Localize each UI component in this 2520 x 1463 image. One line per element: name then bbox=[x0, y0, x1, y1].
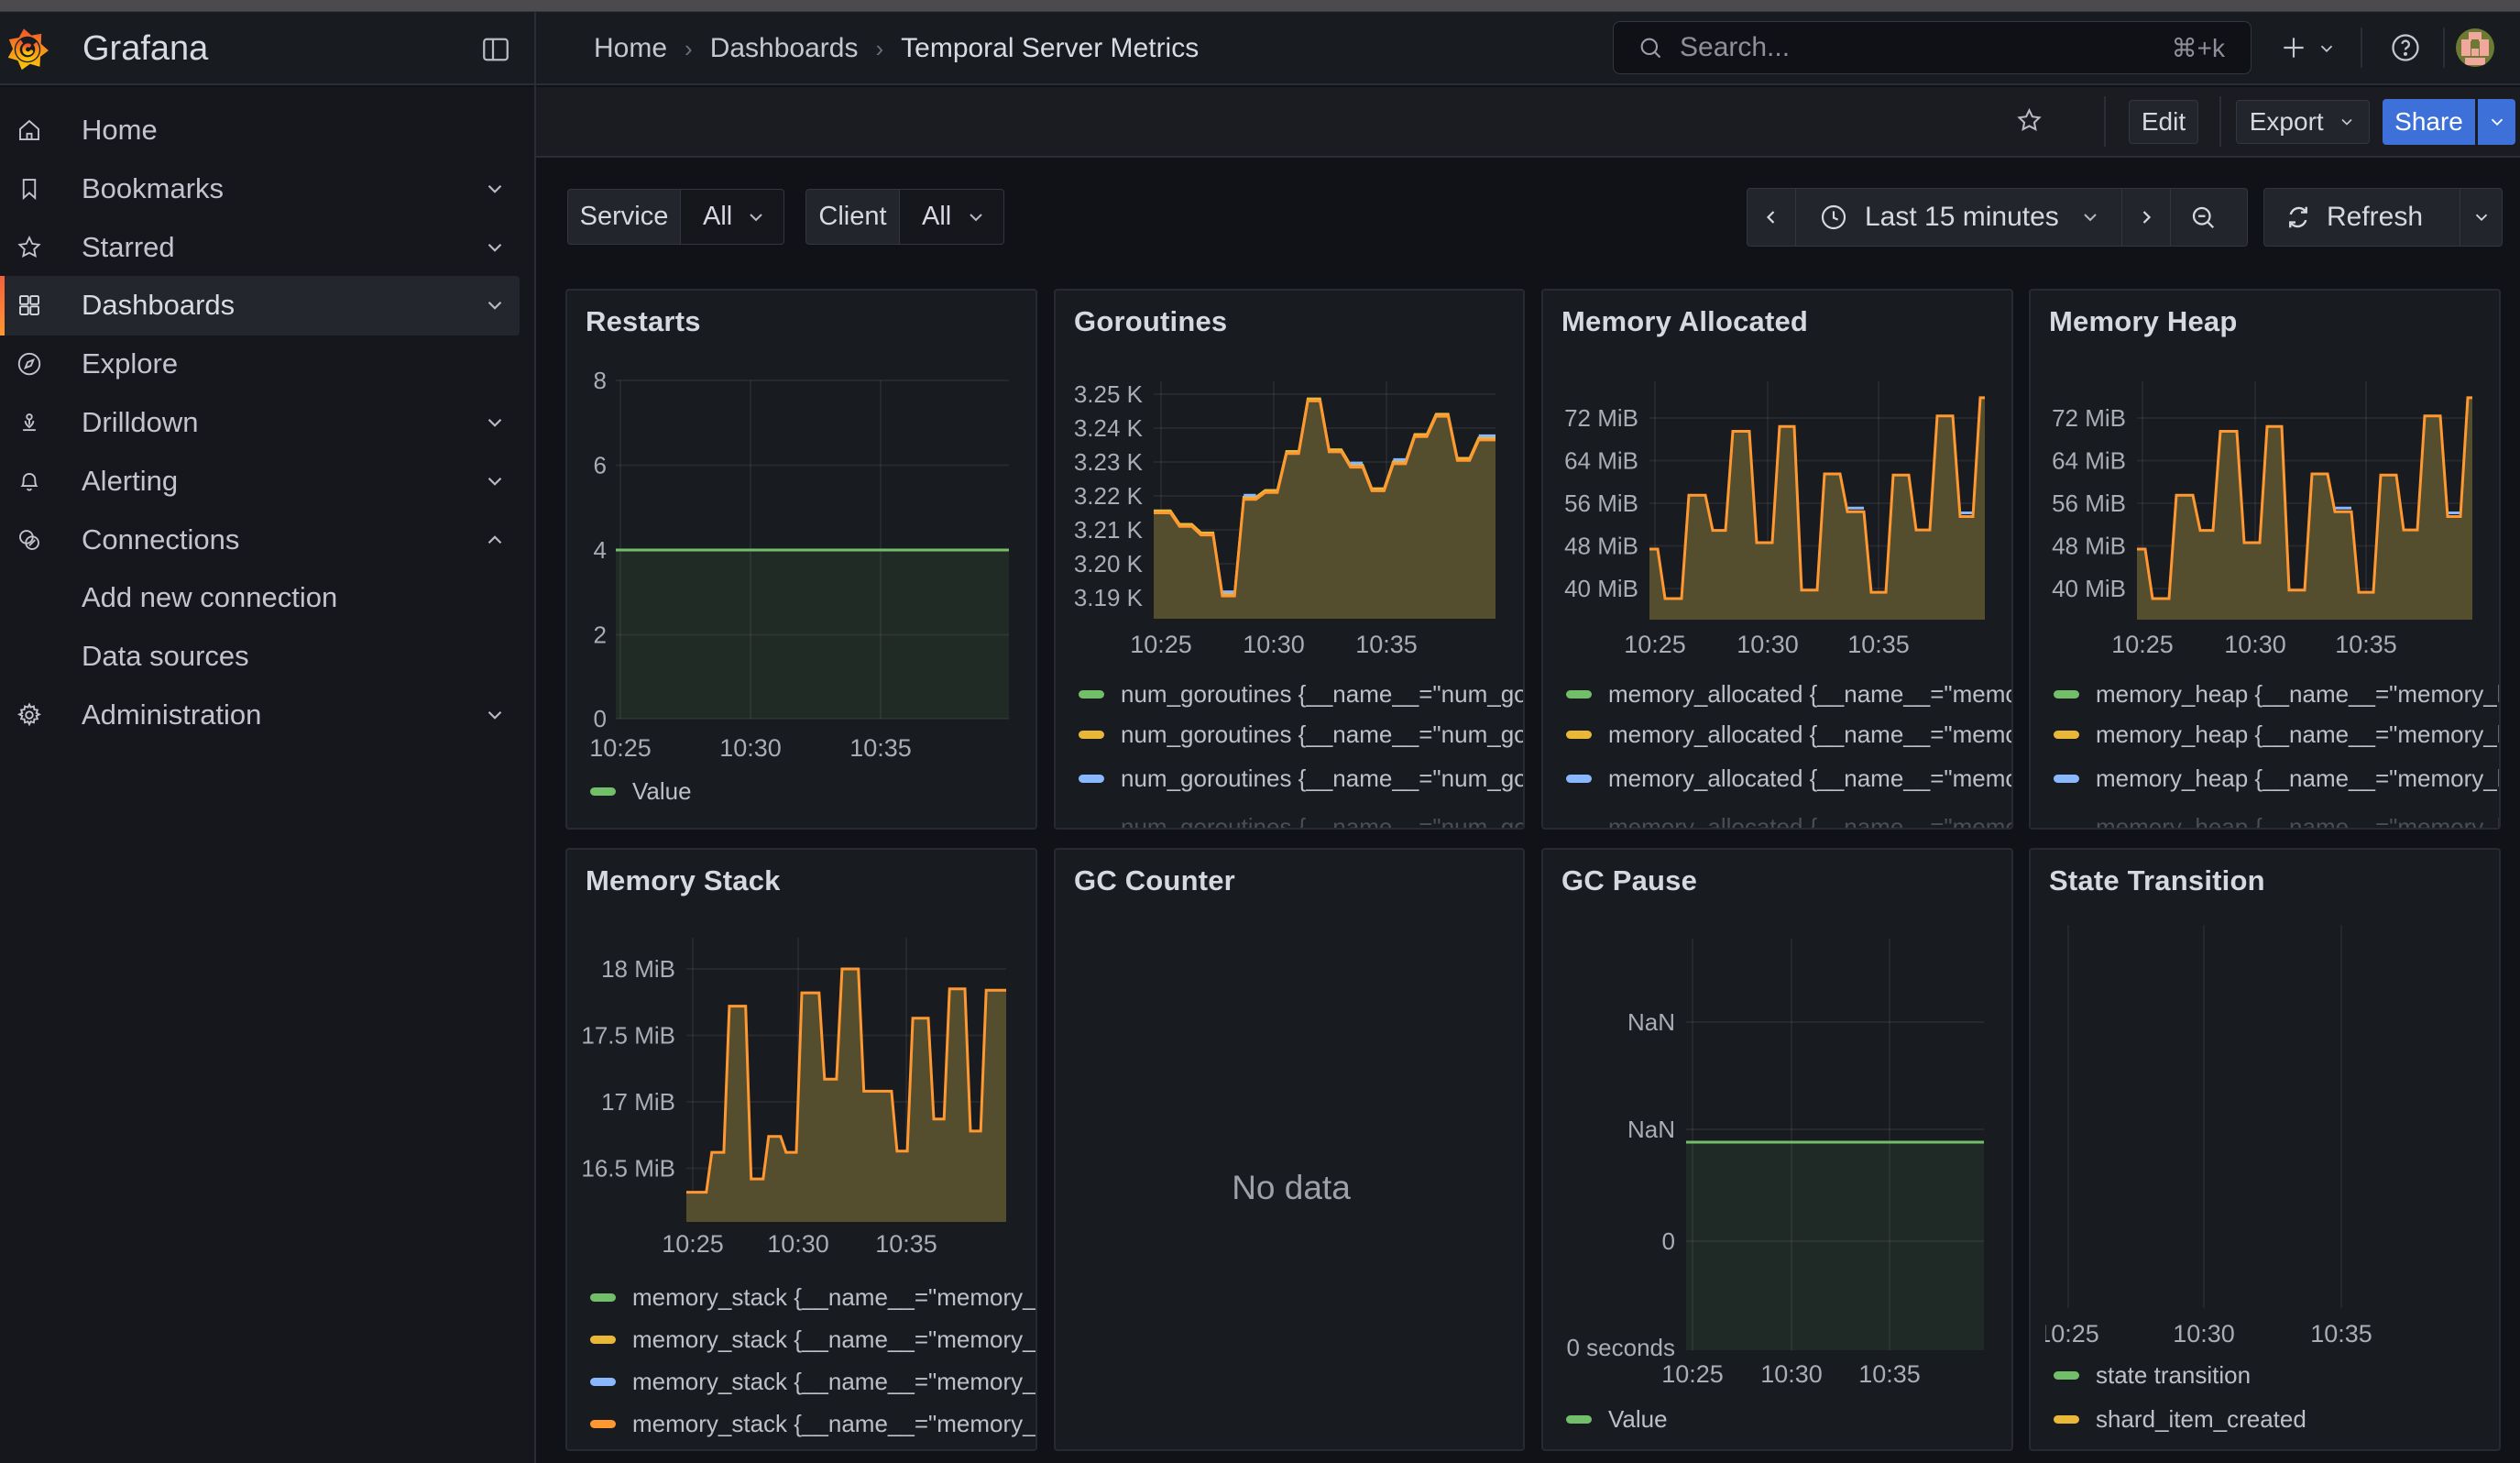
svg-text:10:30: 10:30 bbox=[2224, 631, 2286, 658]
svg-text:64 MiB: 64 MiB bbox=[2052, 447, 2126, 475]
svg-text:10:30: 10:30 bbox=[1737, 631, 1799, 658]
svg-text:40 MiB: 40 MiB bbox=[2052, 575, 2126, 602]
svg-text:3.21 K: 3.21 K bbox=[1074, 516, 1144, 544]
svg-text:72 MiB: 72 MiB bbox=[1564, 404, 1638, 432]
svg-text:10:30: 10:30 bbox=[719, 734, 782, 762]
svg-text:56 MiB: 56 MiB bbox=[2052, 490, 2126, 517]
svg-text:6: 6 bbox=[594, 452, 607, 479]
svg-text:10:25: 10:25 bbox=[2037, 1320, 2099, 1348]
svg-text:10:35: 10:35 bbox=[1355, 631, 1418, 658]
svg-text:40 MiB: 40 MiB bbox=[1564, 575, 1638, 602]
svg-text:3.20 K: 3.20 K bbox=[1074, 550, 1144, 578]
svg-text:10:30: 10:30 bbox=[767, 1230, 829, 1258]
svg-text:16.5 MiB: 16.5 MiB bbox=[581, 1155, 675, 1182]
svg-text:10:35: 10:35 bbox=[1858, 1360, 1921, 1388]
svg-text:48 MiB: 48 MiB bbox=[2052, 533, 2126, 560]
svg-text:10:35: 10:35 bbox=[875, 1230, 937, 1258]
svg-text:10:25: 10:25 bbox=[2111, 631, 2174, 658]
svg-text:10:35: 10:35 bbox=[849, 734, 912, 762]
svg-text:10:30: 10:30 bbox=[1760, 1360, 1823, 1388]
svg-text:10:25: 10:25 bbox=[1624, 631, 1686, 658]
svg-text:10:30: 10:30 bbox=[1243, 631, 1305, 658]
svg-text:17 MiB: 17 MiB bbox=[601, 1088, 675, 1116]
svg-text:NaN: NaN bbox=[1627, 1116, 1675, 1143]
svg-text:10:30: 10:30 bbox=[2173, 1320, 2235, 1348]
svg-text:NaN: NaN bbox=[1627, 1008, 1675, 1036]
svg-text:64 MiB: 64 MiB bbox=[1564, 447, 1638, 475]
svg-text:3.19 K: 3.19 K bbox=[1074, 584, 1144, 611]
svg-text:3.24 K: 3.24 K bbox=[1074, 414, 1144, 442]
svg-text:10:35: 10:35 bbox=[2335, 631, 2397, 658]
svg-text:0: 0 bbox=[594, 705, 607, 732]
svg-text:3.23 K: 3.23 K bbox=[1074, 448, 1144, 476]
svg-text:0: 0 bbox=[1662, 1227, 1675, 1255]
svg-text:18 MiB: 18 MiB bbox=[601, 955, 675, 983]
svg-text:48 MiB: 48 MiB bbox=[1564, 533, 1638, 560]
svg-text:3.22 K: 3.22 K bbox=[1074, 482, 1144, 510]
svg-text:8: 8 bbox=[594, 367, 607, 394]
svg-text:10:25: 10:25 bbox=[662, 1230, 724, 1258]
svg-text:17.5 MiB: 17.5 MiB bbox=[581, 1022, 675, 1050]
svg-text:10:25: 10:25 bbox=[1130, 631, 1192, 658]
svg-text:4: 4 bbox=[594, 536, 607, 564]
svg-text:10:35: 10:35 bbox=[1847, 631, 1910, 658]
svg-text:2: 2 bbox=[594, 622, 607, 649]
svg-text:10:35: 10:35 bbox=[2310, 1320, 2372, 1348]
svg-text:3.25 K: 3.25 K bbox=[1074, 380, 1144, 408]
svg-text:0 seconds: 0 seconds bbox=[1566, 1334, 1675, 1361]
svg-text:56 MiB: 56 MiB bbox=[1564, 490, 1638, 517]
svg-text:10:25: 10:25 bbox=[589, 734, 652, 762]
svg-text:72 MiB: 72 MiB bbox=[2052, 404, 2126, 432]
svg-text:10:25: 10:25 bbox=[1661, 1360, 1724, 1388]
